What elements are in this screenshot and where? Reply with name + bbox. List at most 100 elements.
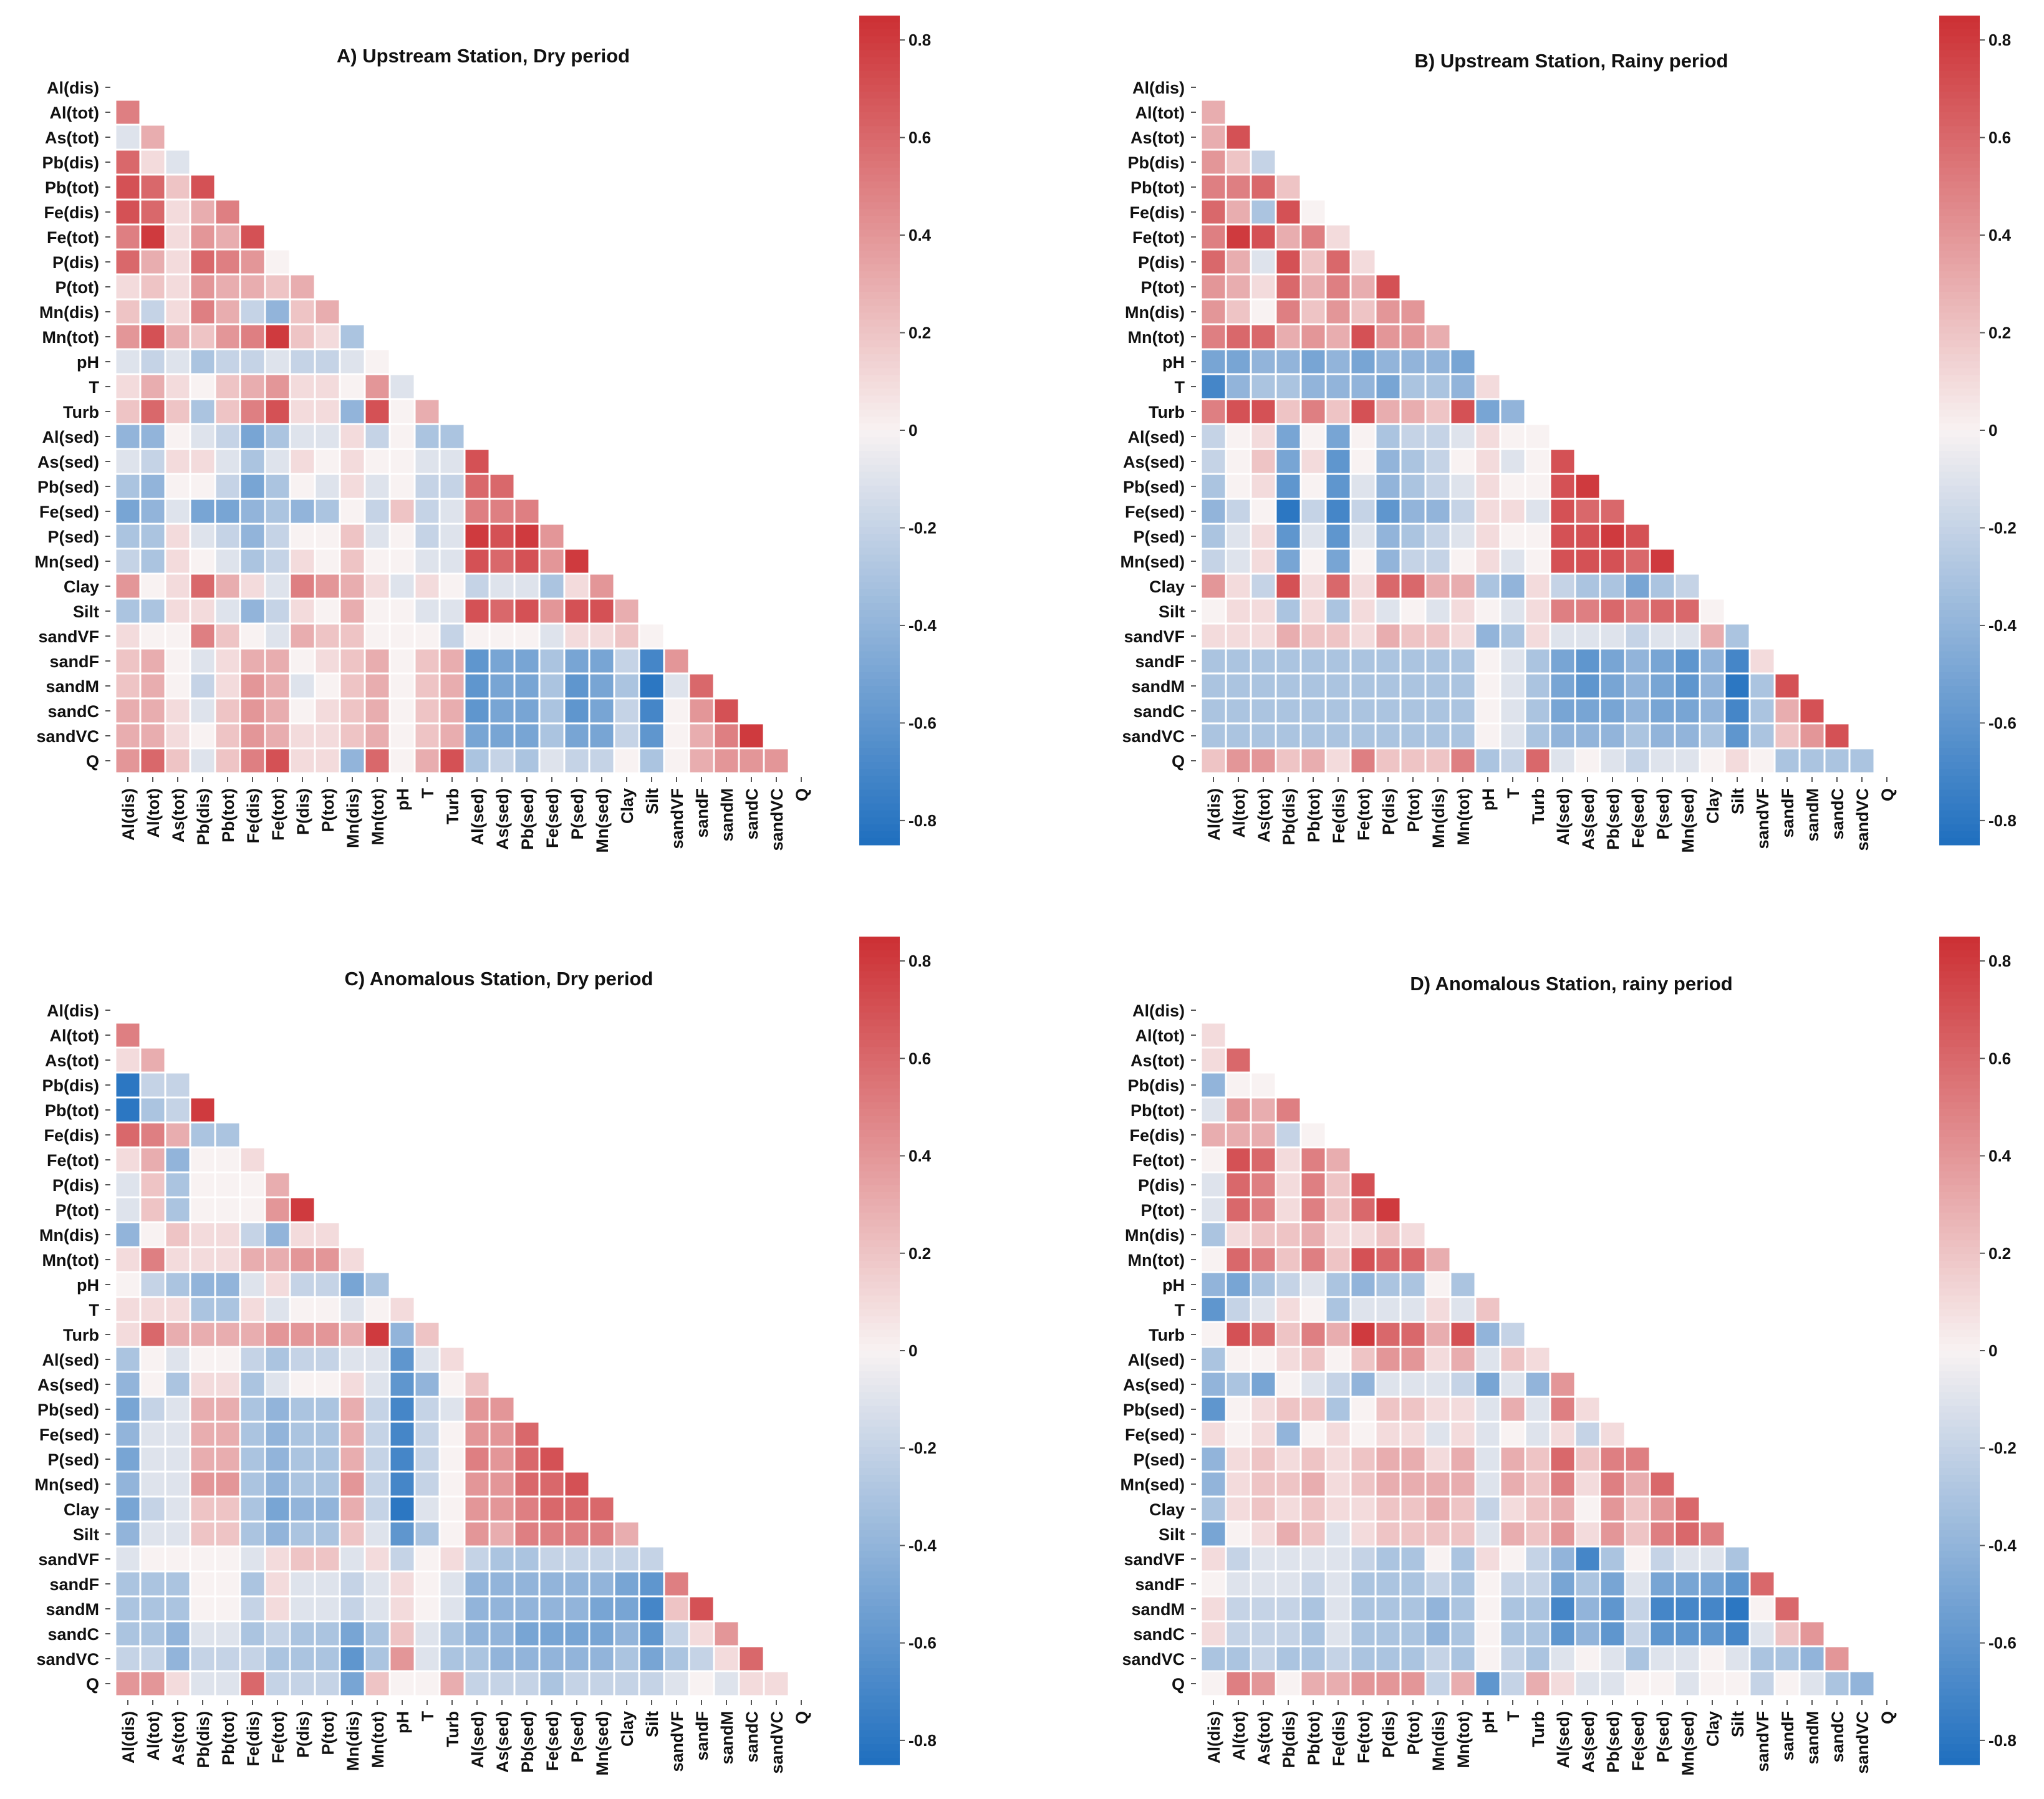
heatmap-cell (1649, 722, 1676, 750)
heatmap-cell (189, 1420, 216, 1448)
colorbar-segment (859, 575, 900, 583)
heatmap-cell (314, 1321, 341, 1348)
heatmap-cell (1499, 547, 1526, 575)
heatmap-cell (1424, 1545, 1452, 1573)
heatmap-cell (1499, 1396, 1526, 1423)
heatmap-cell (1250, 1221, 1277, 1248)
heatmap-cell (413, 547, 441, 575)
heatmap-cell (164, 1570, 191, 1598)
colorbar-segment (859, 568, 900, 576)
heatmap-cell (114, 423, 142, 450)
colorbar-segment (859, 1668, 900, 1676)
heatmap-cell (164, 697, 191, 725)
heatmap-cell (1624, 1545, 1651, 1573)
row-tick-label: sandM (1131, 1600, 1185, 1619)
colorbar-segment (859, 1675, 900, 1682)
column-tick-label: Pb(sed) (518, 1711, 537, 1773)
heatmap-cell (239, 1146, 266, 1174)
colorbar-segment (859, 1571, 900, 1579)
heatmap-cell (239, 1570, 266, 1598)
heatmap-cell (413, 1346, 441, 1373)
heatmap-cell (513, 1620, 541, 1647)
colorbar-segment (1939, 91, 1980, 99)
heatmap-cell (1674, 1570, 1701, 1598)
colorbar-tick-label: -0.6 (909, 713, 937, 732)
column-tick-label: As(tot) (169, 788, 188, 842)
heatmap-cell (214, 1445, 241, 1473)
heatmap-cell (1549, 1420, 1576, 1448)
column-tick-label: Mn(tot) (369, 1711, 387, 1768)
colorbar-segment (1939, 596, 1980, 604)
heatmap-cell (239, 1221, 266, 1248)
heatmap-cell (1649, 1495, 1676, 1523)
heatmap-cell (1299, 348, 1327, 375)
colorbar-segment (1939, 1261, 1980, 1268)
heatmap-cell (164, 248, 191, 276)
heatmap-cell (638, 697, 665, 725)
colorbar-segment (1939, 375, 1980, 383)
heatmap-cell (289, 1520, 316, 1548)
heatmap-cell (1474, 597, 1502, 625)
heatmap-cell (1499, 1321, 1526, 1348)
heatmap-cell (114, 148, 142, 176)
colorbar-segment (859, 264, 900, 272)
heatmap-cell (214, 373, 241, 400)
heatmap-cell (1275, 1420, 1302, 1448)
colorbar-segment (859, 998, 900, 1006)
heatmap-cell (1723, 722, 1751, 750)
heatmap-cell (1374, 1396, 1402, 1423)
heatmap-cell (1324, 1645, 1352, 1672)
colorbar-segment (859, 762, 900, 769)
colorbar-segment (859, 458, 900, 466)
heatmap-cell (264, 572, 291, 600)
heatmap-cell (563, 697, 591, 725)
heatmap-cell (563, 672, 591, 700)
row-tick-label: sandF (1135, 1575, 1185, 1594)
heatmap-cell (114, 1096, 142, 1124)
colorbar-segment (859, 665, 900, 673)
heatmap-cell (114, 298, 142, 326)
colorbar-segment (1939, 430, 1980, 438)
heatmap-cell (413, 1595, 441, 1623)
heatmap-cell (413, 423, 441, 450)
colorbar-segment (1939, 1619, 1980, 1628)
heatmap-cell (189, 1470, 216, 1498)
heatmap-cell (638, 1670, 665, 1697)
heatmap-cell (1324, 1620, 1352, 1647)
colorbar-segment (859, 223, 900, 231)
heatmap-cell (239, 1520, 266, 1548)
colorbar-segment (1939, 1088, 1980, 1096)
heatmap-cell (139, 1346, 166, 1373)
heatmap-cell (713, 697, 740, 725)
heatmap-cell (1524, 1645, 1551, 1672)
heatmap-cell (513, 498, 541, 525)
heatmap-cell (413, 498, 441, 525)
heatmap-cell (214, 1520, 241, 1548)
colorbar-segment (1939, 1178, 1980, 1185)
colorbar-segment (859, 957, 900, 965)
heatmap-cell (1250, 1595, 1277, 1623)
heatmap-cell (1549, 1470, 1576, 1498)
colorbar-segment (1939, 1323, 1980, 1331)
colorbar-segment (859, 734, 900, 742)
colorbar-segment (859, 1109, 900, 1117)
heatmap-cell (239, 1171, 266, 1199)
row-tick-label: Al(sed) (1127, 1351, 1185, 1369)
colorbar-segment (1939, 119, 1980, 127)
heatmap-cell (214, 672, 241, 700)
colorbar-segment (1939, 395, 1980, 403)
heatmap-cell (139, 697, 166, 725)
row-tick-label: P(sed) (47, 1450, 99, 1469)
heatmap-cell (1549, 1520, 1576, 1548)
heatmap-cell (1574, 1620, 1601, 1647)
heatmap-cell (1773, 747, 1801, 774)
heatmap-cell (1349, 1570, 1377, 1598)
colorbar-segment (1939, 1329, 1980, 1338)
colorbar-segment (1939, 1509, 1980, 1517)
heatmap-cell (1374, 273, 1402, 301)
colorbar-segment (859, 727, 900, 735)
heatmap-cell (1324, 1445, 1352, 1473)
colorbar-segment (859, 195, 900, 203)
heatmap-cell (1474, 1495, 1502, 1523)
heatmap-cell (1200, 1021, 1227, 1049)
